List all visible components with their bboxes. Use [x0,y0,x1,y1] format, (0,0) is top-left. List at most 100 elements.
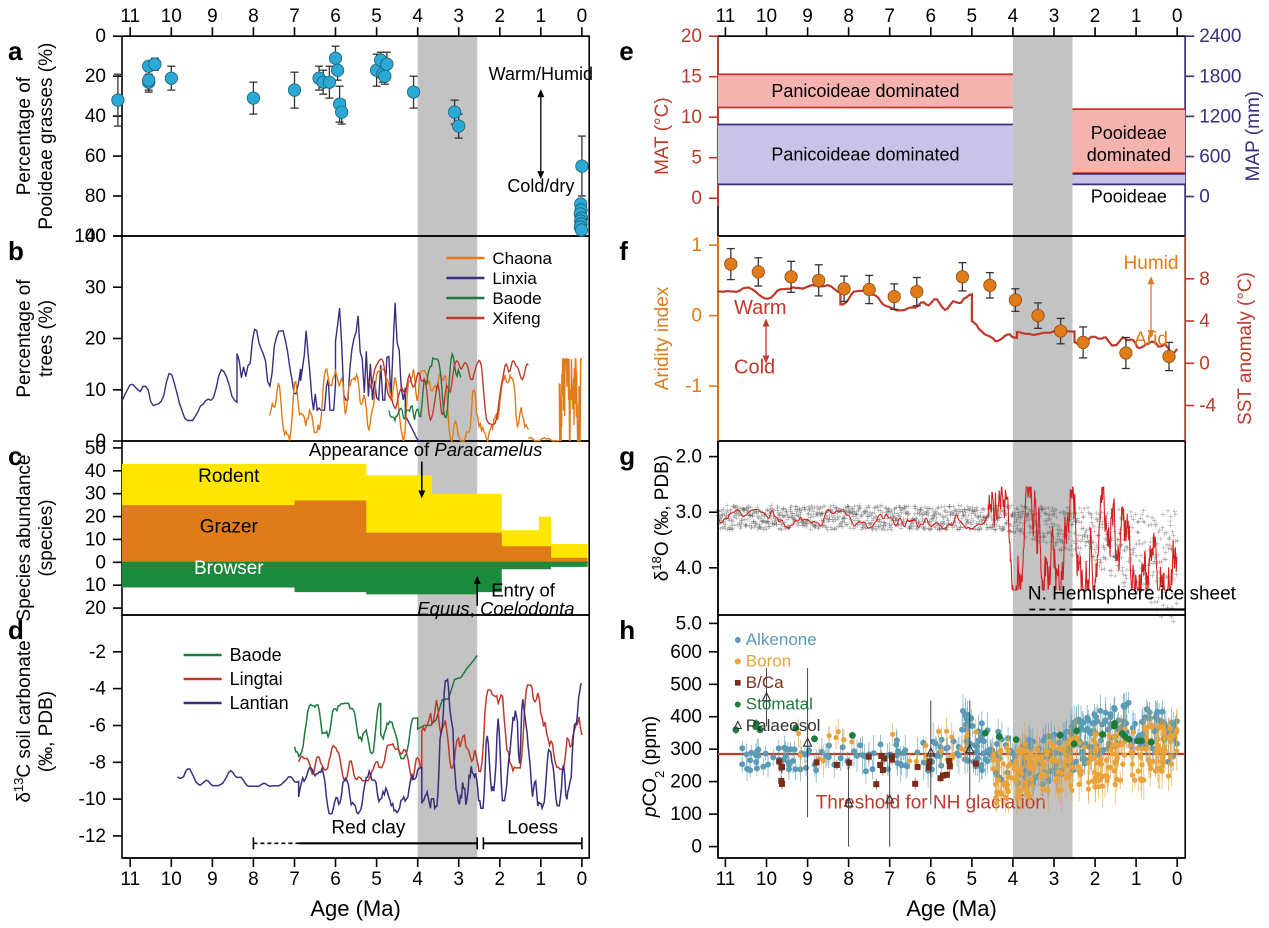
svg-text:0: 0 [691,306,702,327]
svg-text:Linxia: Linxia [492,269,537,288]
svg-text:6: 6 [330,6,341,27]
svg-text:MAP (mm): MAP (mm) [1243,91,1264,181]
svg-text:-2: -2 [89,642,106,663]
svg-text:2: 2 [1090,869,1101,890]
svg-text:5: 5 [967,869,978,890]
svg-text:Appearance of Paracamelus: Appearance of Paracamelus [309,439,542,460]
svg-text:40: 40 [85,106,106,127]
svg-text:3: 3 [453,869,464,890]
svg-text:2400: 2400 [1199,26,1241,47]
svg-text:-4: -4 [1199,396,1216,417]
svg-text:10: 10 [681,107,702,128]
svg-text:4: 4 [1008,6,1019,27]
svg-text:30: 30 [85,277,106,298]
svg-text:8: 8 [1199,269,1210,290]
svg-text:-12: -12 [79,826,106,847]
svg-text:60: 60 [85,146,106,167]
svg-text:8: 8 [248,869,259,890]
svg-text:Baode: Baode [492,289,541,308]
svg-text:20: 20 [85,598,106,619]
svg-text:Warm/Humid: Warm/Humid [489,64,593,84]
svg-text:2: 2 [494,6,505,27]
svg-text:Lingtai: Lingtai [230,669,283,689]
svg-text:-1: -1 [685,376,702,397]
svg-text:-4: -4 [89,679,106,700]
svg-text:1200: 1200 [1199,106,1241,127]
svg-text:300: 300 [670,739,702,760]
svg-text:Percentage of: Percentage of [14,76,35,195]
svg-text:10: 10 [161,6,182,27]
svg-text:Species abundance: Species abundance [14,455,35,622]
svg-text:b: b [8,236,24,266]
svg-text:11: 11 [120,6,140,27]
svg-text:50: 50 [85,438,106,459]
svg-text:Browser: Browser [194,558,264,579]
svg-text:SST anomaly (°C): SST anomaly (°C) [1235,272,1256,425]
svg-text:Age (Ma): Age (Ma) [310,896,400,921]
svg-text:7: 7 [884,869,895,890]
svg-text:e: e [619,36,633,66]
svg-text:5: 5 [371,869,382,890]
svg-text:a: a [8,36,23,66]
svg-text:3: 3 [1049,869,1060,890]
svg-text:5.0: 5.0 [676,613,702,634]
svg-text:trees (%): trees (%) [36,300,57,377]
svg-text:3: 3 [453,6,464,27]
svg-text:g: g [619,441,635,471]
svg-text:Palaeosol: Palaeosol [746,716,821,735]
svg-text:Rodent: Rodent [198,466,260,487]
svg-text:N. Hemisphere ice sheet: N. Hemisphere ice sheet [1028,584,1237,605]
svg-text:4: 4 [412,869,423,890]
svg-text:MAT (°C): MAT (°C) [652,97,673,175]
svg-text:11: 11 [716,869,736,890]
svg-text:0: 0 [691,837,702,858]
svg-text:Boron: Boron [746,652,791,671]
svg-text:30: 30 [85,484,106,505]
svg-text:1: 1 [536,869,547,890]
svg-text:3: 3 [1049,6,1060,27]
svg-text:Cold/dry: Cold/dry [507,176,574,196]
svg-text:dominated: dominated [1087,145,1171,165]
svg-text:5: 5 [371,6,382,27]
svg-text:10: 10 [85,380,106,401]
svg-text:d: d [8,615,24,645]
svg-text:Loess: Loess [507,817,558,838]
svg-text:Chaona: Chaona [492,249,552,268]
svg-text:Grazer: Grazer [200,517,259,538]
svg-text:10: 10 [756,869,777,890]
svg-text:10: 10 [85,529,106,550]
svg-text:0: 0 [95,26,106,47]
svg-text:0: 0 [1172,869,1183,890]
svg-text:20: 20 [681,26,702,47]
svg-text:Warm: Warm [734,297,787,319]
svg-text:600: 600 [670,642,702,663]
svg-text:9: 9 [207,6,218,27]
svg-text:Red clay: Red clay [331,817,405,838]
svg-text:500: 500 [670,674,702,695]
svg-text:1: 1 [1131,869,1142,890]
svg-text:Baode: Baode [230,645,282,665]
svg-text:200: 200 [670,772,702,793]
svg-text:-8: -8 [89,752,106,773]
svg-text:(‰, PDB): (‰, PDB) [36,691,57,772]
svg-text:0: 0 [1172,6,1183,27]
svg-text:4: 4 [1199,311,1210,332]
svg-text:5: 5 [691,148,702,169]
svg-text:9: 9 [802,6,813,27]
svg-text:80: 80 [85,186,106,207]
svg-text:11: 11 [120,869,140,890]
svg-text:4.0: 4.0 [676,558,702,579]
svg-text:f: f [619,236,628,266]
svg-text:Aridity index: Aridity index [652,286,673,390]
svg-text:Stomatal: Stomatal [746,695,813,714]
svg-text:0: 0 [1199,187,1210,208]
svg-text:Cold: Cold [734,356,775,378]
svg-text:8: 8 [843,869,854,890]
svg-text:1800: 1800 [1199,66,1241,87]
svg-text:B/Ca: B/Ca [746,673,784,692]
svg-text:Xifeng: Xifeng [492,309,540,328]
svg-text:6: 6 [330,869,341,890]
svg-text:(species): (species) [36,499,57,576]
svg-text:100: 100 [670,804,702,825]
svg-text:600: 600 [1199,147,1231,168]
